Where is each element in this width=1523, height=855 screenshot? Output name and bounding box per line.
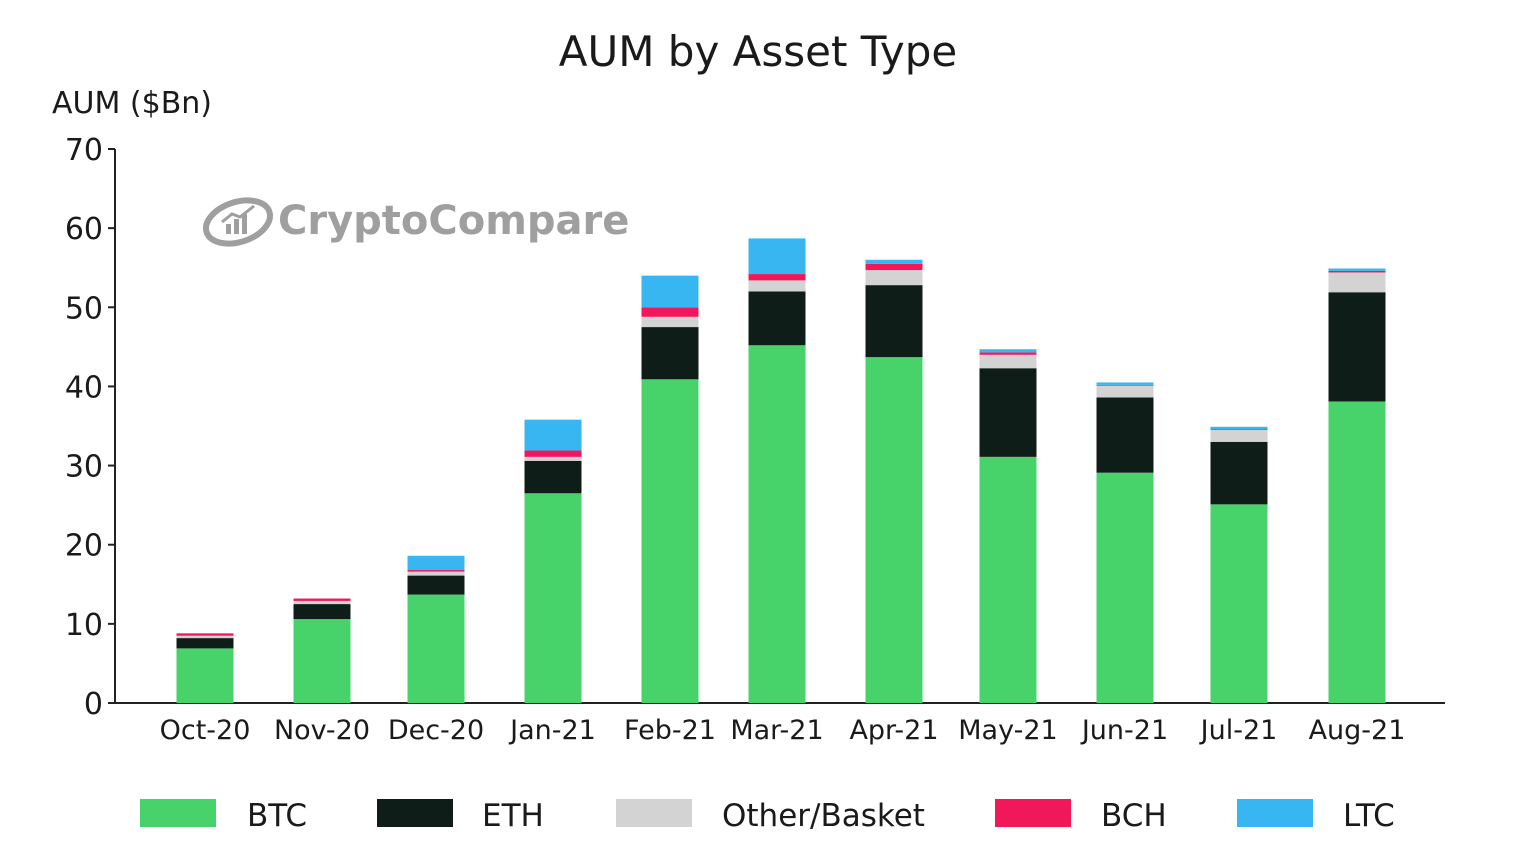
bar-bch-jul-21 [1210,429,1268,430]
legend-label-btc: BTC [247,798,307,834]
y-tick-label: 0 [84,687,103,722]
bar-btc-may-21 [979,456,1037,703]
bar-other-basket-dec-20 [407,571,465,576]
bar-ltc-jul-21 [1210,426,1268,430]
x-tick-label: Jan-21 [508,715,596,746]
bar-other-basket-nov-20 [293,600,351,605]
y-tick-label: 30 [65,450,103,485]
bars [176,238,1386,703]
legend-swatch-ltc [1237,799,1313,827]
bar-ltc-mar-21 [748,238,806,275]
x-tick-label: Nov-20 [274,715,370,746]
legend-label-ltc: LTC [1343,798,1395,834]
bar-bch-dec-20 [407,570,465,572]
bar-ltc-jun-21 [1096,382,1154,385]
bar-bch-apr-21 [865,263,923,271]
legend-swatch-other-basket [616,799,692,827]
bar-bch-nov-20 [293,598,351,601]
bar-btc-oct-20 [176,648,234,703]
watermark-brand: CryptoCompare [278,198,629,244]
chart-logo-icon [203,197,273,247]
x-tick-label: Jun-21 [1080,715,1168,746]
bar-eth-mar-21 [748,291,806,346]
x-tick-label: Apr-21 [849,715,938,746]
bar-other-basket-may-21 [979,354,1037,369]
bar-eth-jun-21 [1096,397,1154,473]
bar-btc-nov-20 [293,619,351,703]
bar-bch-jan-21 [524,450,582,457]
bar-other-basket-jul-21 [1210,429,1268,442]
x-tick-label: Oct-20 [160,715,251,746]
bar-btc-feb-21 [641,379,699,703]
bar-btc-aug-21 [1328,401,1386,703]
legend-swatch-bch [995,799,1071,827]
bar-eth-feb-21 [641,327,699,380]
x-tick-label: Feb-21 [624,715,716,746]
x-tick-label: Dec-20 [388,715,484,746]
bar-other-basket-feb-21 [641,316,699,328]
bar-eth-dec-20 [407,575,465,595]
bar-ltc-dec-20 [407,555,465,571]
x-tick-label: Jul-21 [1199,715,1278,746]
bar-other-basket-jan-21 [524,456,582,461]
bar-btc-mar-21 [748,345,806,703]
bar-eth-nov-20 [293,604,351,620]
y-tick-label: 40 [65,370,103,405]
y-tick-label: 70 [65,133,103,168]
axes: 0 10 20 30 40 50 60 70 [65,133,1445,722]
legend-label-bch: BCH [1101,798,1167,834]
bar-eth-aug-21 [1328,292,1386,402]
bar-ltc-jan-21 [524,419,582,451]
x-tick-label: Aug-21 [1309,715,1406,746]
y-tick-label: 10 [65,608,103,643]
bar-other-basket-apr-21 [865,270,923,286]
bar-bch-mar-21 [748,274,806,281]
bar-btc-jul-21 [1210,504,1268,703]
y-tick-label: 60 [65,212,103,247]
chart-title: AUM by Asset Type [559,27,958,76]
bar-other-basket-mar-21 [748,280,806,292]
bar-other-basket-jun-21 [1096,385,1154,398]
bar-eth-apr-21 [865,285,923,358]
watermark: CryptoCompare [203,197,629,247]
y-tick-label: 20 [65,529,103,564]
bar-btc-jun-21 [1096,472,1154,703]
bar-ltc-feb-21 [641,275,699,308]
bar-btc-dec-20 [407,594,465,703]
bar-bch-aug-21 [1328,270,1386,273]
bar-ltc-may-21 [979,349,1037,353]
bar-btc-jan-21 [524,493,582,703]
bar-btc-apr-21 [865,357,923,703]
x-tick-labels: Oct-20 Nov-20 Dec-20 Jan-21 Feb-21 Mar-21 Apr-… [160,715,1406,746]
x-tick-label: May-21 [958,715,1057,746]
bar-bch-may-21 [979,352,1037,355]
legend-label-eth: ETH [482,798,544,834]
bar-eth-jul-21 [1210,441,1268,505]
bar-ltc-apr-21 [865,259,923,264]
bar-bch-oct-20 [176,633,234,636]
bar-bch-feb-21 [641,307,699,317]
x-tick-label: Mar-21 [730,715,823,746]
bar-other-basket-oct-20 [176,635,234,639]
bar-ltc-aug-21 [1328,268,1386,271]
bar-eth-oct-20 [176,638,234,649]
bar-other-basket-aug-21 [1328,272,1386,293]
legend-swatch-btc [140,799,216,827]
bar-eth-jan-21 [524,460,582,494]
bar-bch-jun-21 [1096,384,1154,386]
bar-eth-may-21 [979,368,1037,457]
legend-swatch-eth [377,799,453,827]
legend: BTC ETH Other/Basket BCH LTC [140,798,1395,834]
legend-label-other-basket: Other/Basket [722,798,925,834]
y-tick-label: 50 [65,291,103,326]
y-axis-label: AUM ($Bn) [52,86,212,121]
